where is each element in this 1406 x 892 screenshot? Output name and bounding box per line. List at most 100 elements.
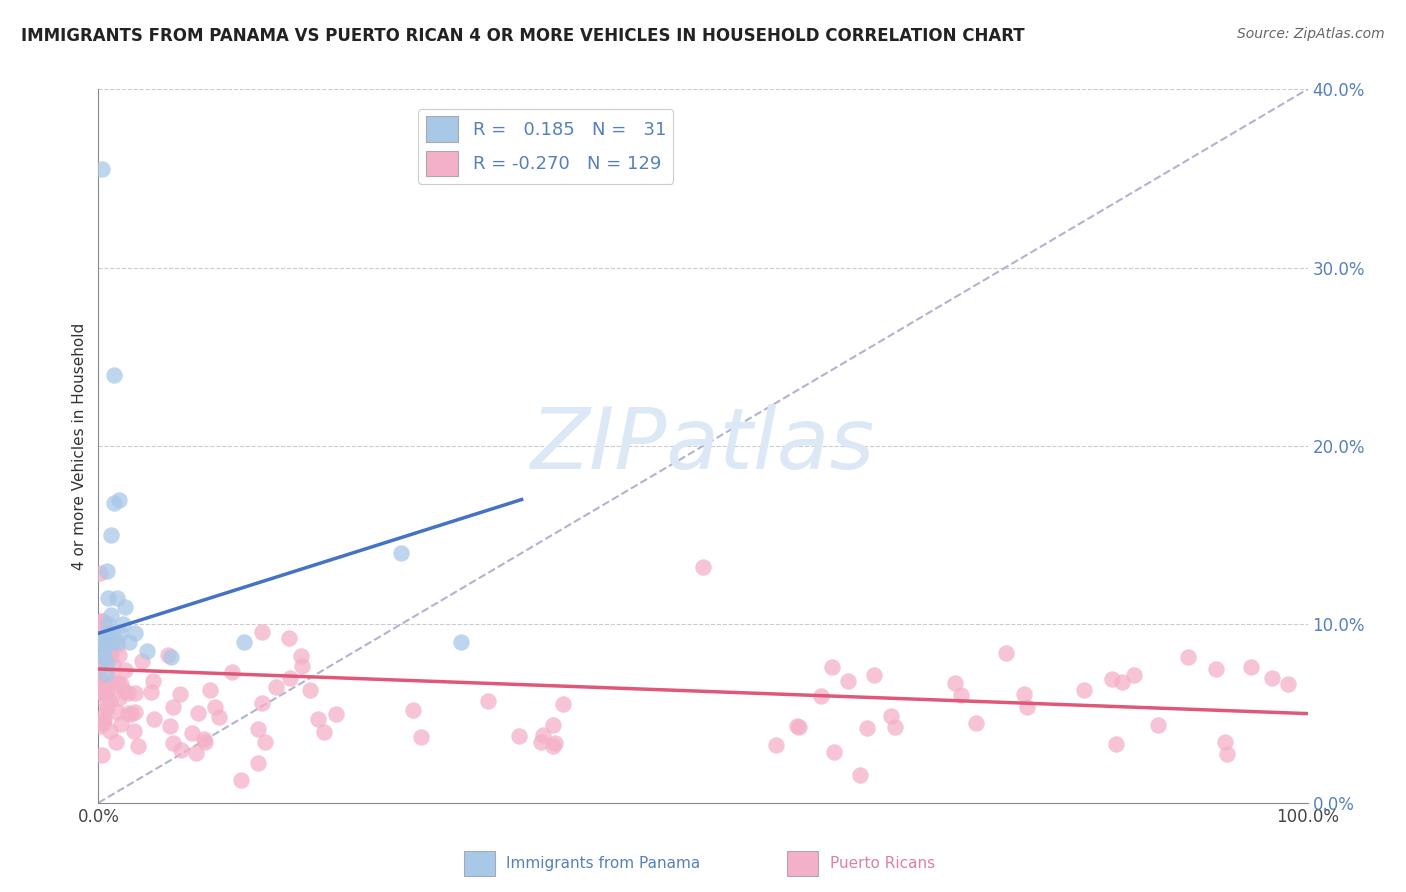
Point [97, 591, 120, 605]
Point [93, 713, 115, 727]
Point [97, 617, 120, 632]
Point [100, 528, 122, 542]
Point [1205, 662, 1227, 676]
Point [402, 703, 425, 717]
Point [787, 721, 810, 735]
Point [89, 714, 111, 729]
Point [409, 730, 432, 744]
Point [299, 683, 322, 698]
Point [89, 660, 111, 674]
Point [117, 686, 139, 700]
Point [100, 647, 122, 661]
Point [1240, 660, 1263, 674]
Point [221, 665, 243, 680]
Point [94, 667, 117, 681]
Point [122, 723, 145, 738]
Text: Puerto Ricans: Puerto Ricans [830, 856, 935, 871]
Point [544, 736, 567, 750]
Point [1015, 700, 1038, 714]
Point [90, 656, 112, 670]
Point [118, 635, 141, 649]
Point [103, 368, 125, 382]
Point [278, 631, 301, 645]
Point [107, 648, 129, 662]
Point [1177, 650, 1199, 665]
Point [111, 617, 134, 632]
Point [93, 708, 115, 723]
Point [477, 694, 499, 708]
Point [253, 735, 276, 749]
Point [1277, 676, 1299, 690]
Point [863, 668, 886, 682]
Point [91, 685, 114, 699]
Point [91, 747, 114, 762]
Point [193, 732, 215, 747]
Point [325, 706, 347, 721]
Point [950, 688, 973, 702]
Point [96, 685, 118, 699]
Point [94, 639, 117, 653]
Point [142, 712, 165, 726]
Point [114, 663, 136, 677]
Point [131, 654, 153, 668]
Point [181, 726, 204, 740]
Text: Immigrants from Panama: Immigrants from Panama [506, 856, 700, 871]
Point [98, 626, 121, 640]
Point [184, 746, 207, 760]
Text: ZIPatlas: ZIPatlas [531, 404, 875, 488]
Point [98, 723, 121, 738]
Point [96, 684, 118, 698]
Point [157, 648, 180, 663]
Point [103, 496, 125, 510]
Point [1216, 747, 1239, 761]
Point [117, 706, 139, 720]
Point [162, 699, 184, 714]
Point [786, 719, 808, 733]
Point [89, 673, 111, 687]
Point [90, 685, 112, 699]
Point [314, 725, 336, 739]
Point [884, 720, 907, 734]
Point [1261, 672, 1284, 686]
Point [89, 686, 111, 700]
Point [450, 635, 472, 649]
Point [100, 635, 122, 649]
Point [90, 614, 112, 628]
Point [91, 162, 114, 177]
Point [105, 635, 128, 649]
Point [208, 709, 231, 723]
Point [96, 642, 118, 657]
Point [110, 716, 132, 731]
Point [141, 685, 163, 699]
Point [1122, 668, 1144, 682]
Point [692, 560, 714, 574]
Point [169, 687, 191, 701]
Point [100, 608, 122, 623]
Point [105, 705, 128, 719]
Legend: R =   0.185   N =   31, R = -0.270   N = 129: R = 0.185 N = 31, R = -0.270 N = 129 [419, 109, 673, 184]
Point [198, 683, 221, 698]
Point [91, 685, 114, 699]
Point [1014, 687, 1036, 701]
Point [91, 635, 114, 649]
Point [91, 623, 114, 637]
Point [508, 729, 530, 743]
Point [101, 626, 124, 640]
Point [837, 674, 859, 689]
Point [94, 697, 117, 711]
Point [170, 742, 193, 756]
Point [994, 646, 1017, 660]
Point [232, 635, 254, 649]
Point [103, 673, 125, 688]
Point [96, 657, 118, 671]
Point [1215, 735, 1237, 749]
Point [142, 673, 165, 688]
Point [278, 672, 301, 686]
Point [90, 622, 112, 636]
Point [93, 656, 115, 670]
Point [250, 625, 273, 640]
Point [96, 634, 118, 648]
Point [89, 679, 111, 693]
Point [307, 713, 329, 727]
Point [856, 721, 879, 735]
